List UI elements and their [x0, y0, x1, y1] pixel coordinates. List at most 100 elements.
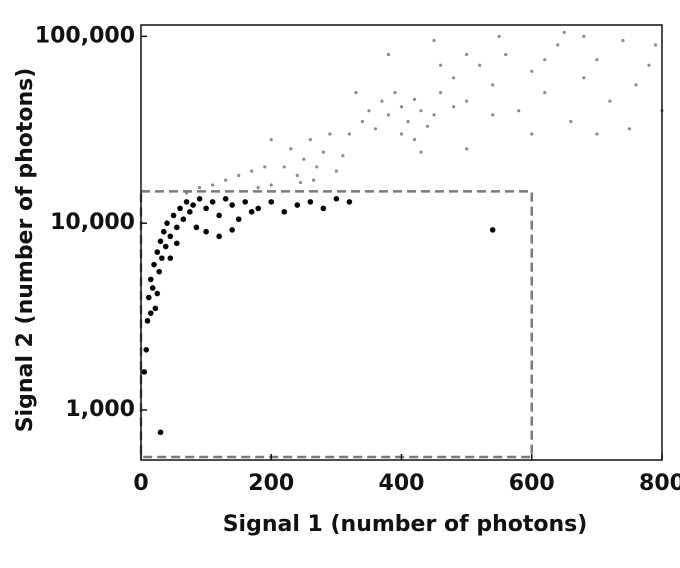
point — [294, 202, 301, 208]
x-tick-label: 600 — [509, 471, 555, 496]
point — [224, 178, 228, 182]
point — [530, 69, 534, 73]
point — [190, 202, 196, 208]
point — [193, 224, 200, 231]
y-tick-label: 10,000 — [50, 210, 135, 235]
point — [237, 173, 241, 178]
point — [152, 305, 159, 312]
point — [196, 196, 203, 202]
point — [147, 310, 154, 316]
point — [164, 220, 170, 226]
point — [174, 224, 180, 231]
point — [307, 199, 314, 205]
point — [141, 369, 148, 375]
point — [160, 228, 167, 235]
point — [151, 261, 157, 268]
point — [386, 113, 391, 117]
x-tick-label: 0 — [133, 471, 148, 496]
point — [180, 216, 187, 223]
point — [393, 90, 397, 95]
point — [162, 243, 169, 250]
point — [595, 58, 599, 62]
point — [229, 202, 235, 208]
point — [412, 138, 417, 142]
point — [517, 109, 521, 113]
point — [406, 119, 410, 124]
point — [419, 150, 423, 154]
point — [298, 180, 303, 185]
point — [242, 199, 248, 205]
y-axis-title: Signal 2 (number of photons) — [13, 68, 38, 433]
point — [582, 76, 586, 80]
point — [608, 99, 612, 103]
point — [412, 97, 417, 101]
point — [146, 294, 152, 301]
point — [177, 205, 183, 212]
y-tick-label: 100,000 — [35, 23, 135, 48]
point — [289, 147, 293, 151]
x-tick-label: 200 — [248, 471, 294, 496]
point — [174, 240, 180, 247]
point — [263, 165, 267, 169]
point — [346, 199, 353, 205]
point — [334, 169, 338, 173]
point — [295, 173, 299, 178]
gate — [139, 190, 533, 459]
point — [187, 209, 193, 215]
point — [203, 205, 209, 212]
point — [438, 63, 443, 67]
point — [556, 43, 560, 47]
point — [250, 169, 254, 173]
point — [211, 183, 215, 187]
point — [399, 105, 404, 109]
point — [222, 196, 229, 202]
point — [320, 205, 327, 212]
point — [465, 52, 469, 57]
point — [167, 255, 174, 261]
point — [465, 99, 469, 103]
point — [347, 132, 351, 136]
point — [432, 38, 436, 43]
point — [634, 83, 638, 87]
point — [154, 290, 161, 297]
point — [489, 227, 496, 233]
point — [216, 233, 222, 240]
point — [281, 209, 288, 215]
point — [647, 63, 651, 67]
point — [216, 212, 222, 219]
x-tick-label: 400 — [379, 471, 425, 496]
point — [203, 228, 209, 235]
point — [438, 90, 443, 95]
point — [386, 52, 391, 57]
point — [504, 52, 508, 57]
point — [367, 109, 371, 113]
point — [341, 153, 345, 158]
point — [308, 138, 312, 142]
point — [157, 429, 164, 436]
point — [360, 119, 365, 124]
point — [268, 199, 275, 205]
point — [183, 199, 190, 205]
point — [595, 132, 599, 136]
point — [209, 199, 216, 205]
point — [248, 209, 255, 215]
point — [653, 43, 658, 47]
point — [491, 83, 495, 87]
point — [432, 113, 436, 117]
point — [627, 127, 632, 131]
point — [315, 165, 319, 169]
point — [530, 132, 534, 136]
point — [569, 119, 573, 124]
point — [147, 276, 154, 283]
point — [256, 186, 260, 190]
point — [170, 212, 177, 219]
point — [311, 178, 316, 182]
point — [419, 109, 423, 113]
point — [143, 347, 150, 353]
point — [478, 63, 482, 67]
point — [543, 58, 547, 62]
point — [167, 233, 174, 240]
point — [465, 147, 469, 151]
point — [354, 90, 358, 95]
